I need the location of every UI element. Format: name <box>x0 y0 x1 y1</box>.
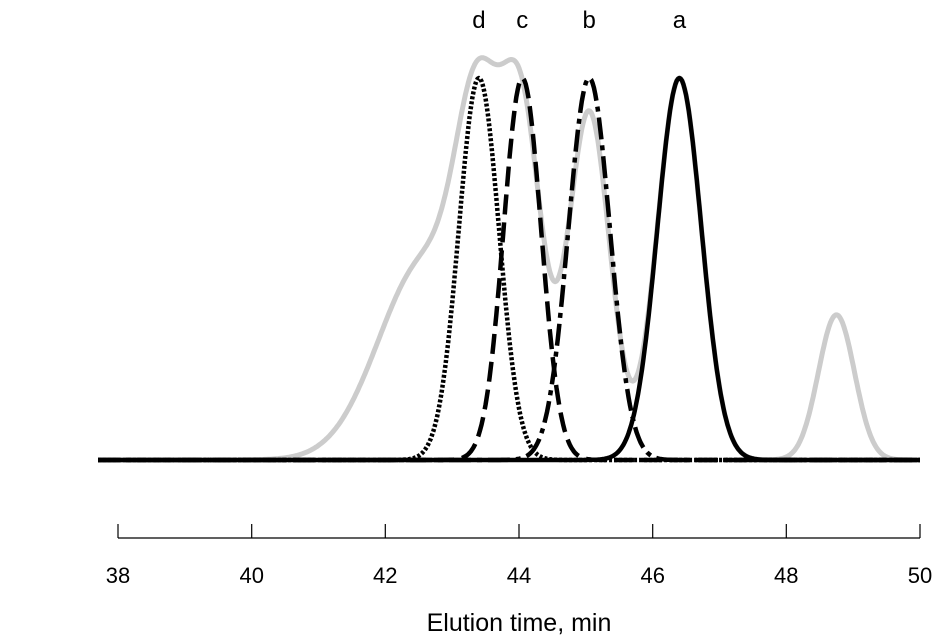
x-tick-label-46: 46 <box>640 563 664 588</box>
traces-layer <box>96 55 922 463</box>
x-axis-title: Elution time, min <box>427 609 612 637</box>
trace-b <box>97 75 921 463</box>
x-tick-label-44: 44 <box>507 563 531 588</box>
x-axis-ticks: 38 40 42 44 46 48 50 <box>106 524 932 588</box>
x-tick-label-38: 38 <box>106 563 130 588</box>
x-tick-label-42: 42 <box>373 563 397 588</box>
trace-a <box>97 75 921 463</box>
peak-label-d: d <box>472 7 485 34</box>
x-tick-label-40: 40 <box>239 563 263 588</box>
trace-overall <box>96 55 922 463</box>
x-tick-label-48: 48 <box>774 563 798 588</box>
peak-label-c: c <box>516 7 528 34</box>
peak-label-a: a <box>673 7 687 34</box>
trace-d <box>97 75 921 463</box>
trace-c <box>97 75 921 463</box>
x-tick-label-50: 50 <box>908 563 932 588</box>
peak-label-b: b <box>583 7 596 34</box>
